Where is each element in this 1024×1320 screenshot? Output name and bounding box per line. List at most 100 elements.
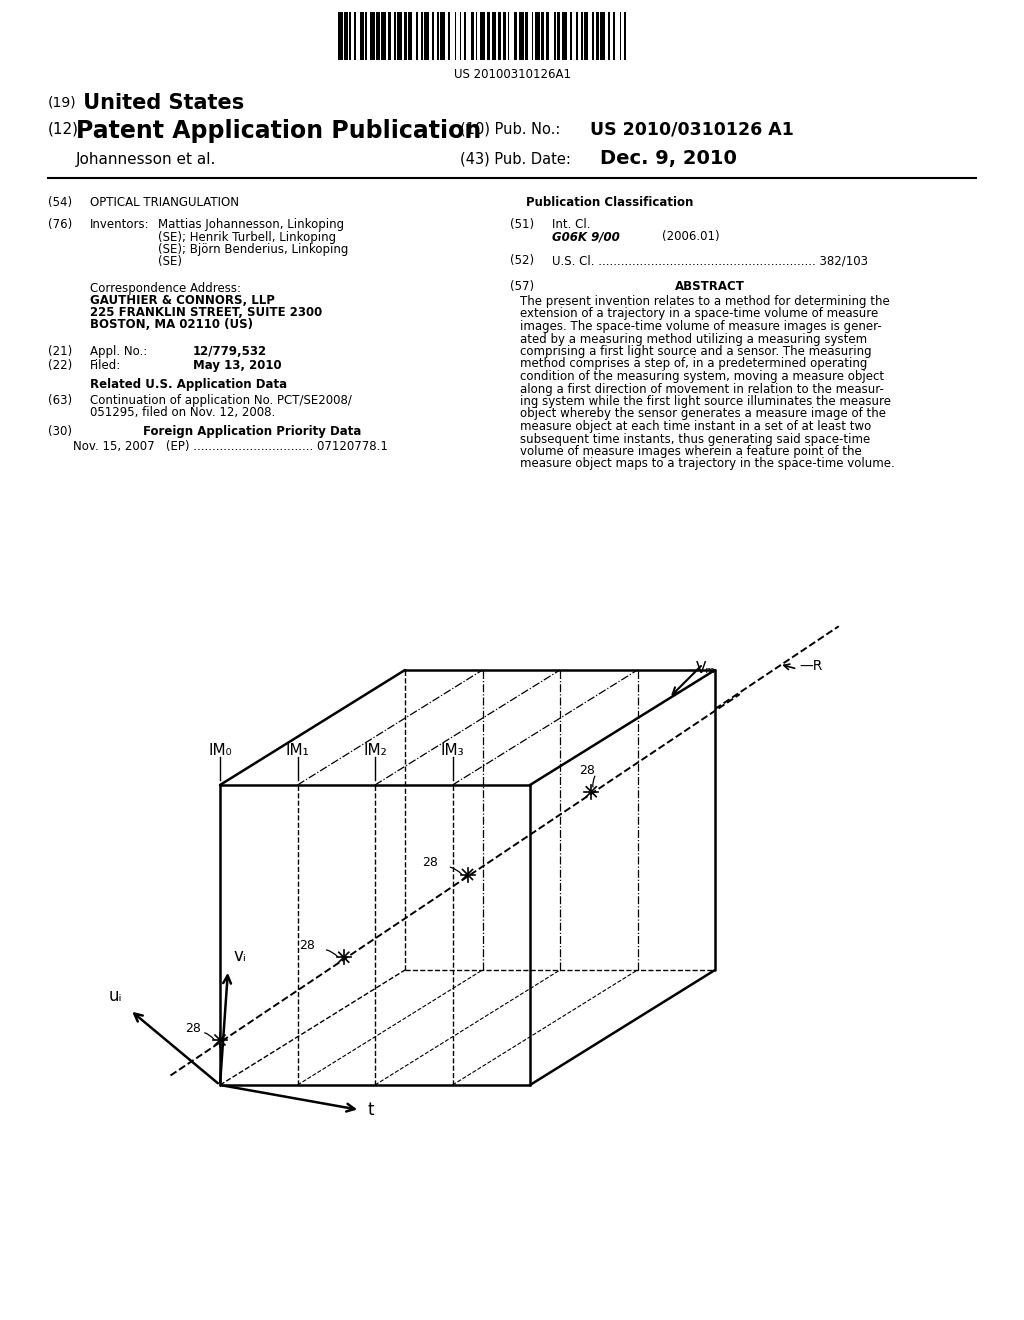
- Bar: [409, 12, 412, 59]
- Text: (30): (30): [48, 425, 72, 438]
- Text: uᵢ: uᵢ: [109, 987, 122, 1005]
- Text: ated by a measuring method utilizing a measuring system: ated by a measuring method utilizing a m…: [520, 333, 867, 346]
- Bar: [475, 12, 477, 59]
- Bar: [381, 12, 386, 59]
- Bar: [480, 12, 485, 59]
- Text: (51): (51): [510, 218, 535, 231]
- Bar: [366, 12, 367, 59]
- Text: IM₂: IM₂: [364, 743, 387, 758]
- Bar: [535, 12, 540, 59]
- Text: G06K 9/00: G06K 9/00: [552, 230, 620, 243]
- Text: images. The space-time volume of measure images is gener-: images. The space-time volume of measure…: [520, 319, 882, 333]
- Text: US 20100310126A1: US 20100310126A1: [454, 69, 570, 81]
- Bar: [338, 12, 343, 59]
- Text: (76): (76): [48, 218, 73, 231]
- Text: Nov. 15, 2007   (EP) ................................ 07120778.1: Nov. 15, 2007 (EP) .....................…: [73, 440, 388, 453]
- Bar: [403, 12, 407, 59]
- Text: 28: 28: [423, 857, 438, 870]
- Text: Foreign Application Priority Data: Foreign Application Priority Data: [143, 425, 361, 438]
- Bar: [349, 12, 351, 59]
- Bar: [593, 12, 594, 59]
- Text: United States: United States: [76, 92, 245, 114]
- Bar: [542, 12, 545, 59]
- Bar: [455, 12, 457, 59]
- Text: IM₁: IM₁: [286, 743, 309, 758]
- Text: Publication Classification: Publication Classification: [526, 195, 693, 209]
- Text: method comprises a step of, in a predetermined operating: method comprises a step of, in a predete…: [520, 358, 867, 371]
- Bar: [596, 12, 599, 59]
- Bar: [608, 12, 610, 59]
- Text: Patent Application Publication: Patent Application Publication: [76, 119, 481, 143]
- Bar: [620, 12, 622, 59]
- Text: volume of measure images wherein a feature point of the: volume of measure images wherein a featu…: [520, 445, 862, 458]
- Bar: [554, 12, 556, 59]
- Text: measure object maps to a trajectory in the space-time volume.: measure object maps to a trajectory in t…: [520, 458, 895, 470]
- Text: GAUTHIER & CONNORS, LLP: GAUTHIER & CONNORS, LLP: [90, 294, 274, 308]
- Bar: [377, 12, 380, 59]
- Text: (SE): (SE): [158, 256, 182, 268]
- Text: (SE); Henrik Turbell, Linkoping: (SE); Henrik Turbell, Linkoping: [158, 231, 336, 243]
- Text: (43) Pub. Date:: (43) Pub. Date:: [460, 152, 570, 168]
- Bar: [498, 12, 501, 59]
- Bar: [546, 12, 549, 59]
- Bar: [514, 12, 517, 59]
- Bar: [388, 12, 391, 59]
- Text: Johannesson et al.: Johannesson et al.: [76, 152, 216, 168]
- Bar: [570, 12, 571, 59]
- Text: May 13, 2010: May 13, 2010: [193, 359, 282, 372]
- Text: 225 FRANKLIN STREET, SUITE 2300: 225 FRANKLIN STREET, SUITE 2300: [90, 306, 323, 319]
- Text: IM₀: IM₀: [208, 743, 231, 758]
- Text: measure object at each time instant in a set of at least two: measure object at each time instant in a…: [520, 420, 871, 433]
- Text: extension of a trajectory in a space-time volume of measure: extension of a trajectory in a space-tim…: [520, 308, 879, 321]
- Text: Vₘ: Vₘ: [696, 661, 716, 676]
- Text: t: t: [368, 1101, 375, 1119]
- Text: object whereby the sensor generates a measure image of the: object whereby the sensor generates a me…: [520, 408, 886, 421]
- Text: ABSTRACT: ABSTRACT: [675, 280, 744, 293]
- Text: comprising a first light source and a sensor. The measuring: comprising a first light source and a se…: [520, 345, 871, 358]
- Text: U.S. Cl. .......................................................... 382/103: U.S. Cl. ...............................…: [552, 253, 868, 267]
- Bar: [449, 12, 450, 59]
- Text: —R: —R: [800, 659, 822, 673]
- Bar: [486, 12, 490, 59]
- Bar: [582, 12, 583, 59]
- Bar: [492, 12, 497, 59]
- Text: US 2010/0310126 A1: US 2010/0310126 A1: [590, 120, 794, 139]
- Text: (10) Pub. No.:: (10) Pub. No.:: [460, 121, 560, 137]
- Text: 12/779,532: 12/779,532: [193, 345, 267, 358]
- Text: along a first direction of movement in relation to the measur-: along a first direction of movement in r…: [520, 383, 884, 396]
- Bar: [600, 12, 605, 59]
- Bar: [613, 12, 614, 59]
- Bar: [417, 12, 418, 59]
- Bar: [437, 12, 439, 59]
- Text: Int. Cl.: Int. Cl.: [552, 218, 591, 231]
- Bar: [562, 12, 567, 59]
- Bar: [557, 12, 560, 59]
- Text: (2006.01): (2006.01): [662, 230, 720, 243]
- Text: BOSTON, MA 02110 (US): BOSTON, MA 02110 (US): [90, 318, 253, 331]
- Text: Dec. 9, 2010: Dec. 9, 2010: [600, 149, 737, 168]
- Text: (63): (63): [48, 393, 72, 407]
- Bar: [421, 12, 423, 59]
- Bar: [354, 12, 355, 59]
- Text: 28: 28: [185, 1022, 201, 1035]
- Bar: [531, 12, 534, 59]
- Text: IM₃: IM₃: [440, 743, 464, 758]
- Bar: [397, 12, 402, 59]
- Bar: [519, 12, 523, 59]
- Text: (21): (21): [48, 345, 73, 358]
- Bar: [440, 12, 445, 59]
- Text: vᵢ: vᵢ: [233, 946, 246, 965]
- Text: Related U.S. Application Data: Related U.S. Application Data: [90, 378, 287, 391]
- Bar: [471, 12, 474, 59]
- Text: 051295, filed on Nov. 12, 2008.: 051295, filed on Nov. 12, 2008.: [90, 407, 275, 418]
- Bar: [577, 12, 578, 59]
- Text: (SE); Björn Benderius, Linkoping: (SE); Björn Benderius, Linkoping: [158, 243, 348, 256]
- Bar: [360, 12, 364, 59]
- Text: (57): (57): [510, 280, 535, 293]
- Text: (19): (19): [48, 95, 77, 110]
- Text: (52): (52): [510, 253, 535, 267]
- Text: subsequent time instants, thus generating said space-time: subsequent time instants, thus generatin…: [520, 433, 870, 446]
- Bar: [503, 12, 506, 59]
- Text: 28: 28: [580, 764, 595, 776]
- Bar: [424, 12, 429, 59]
